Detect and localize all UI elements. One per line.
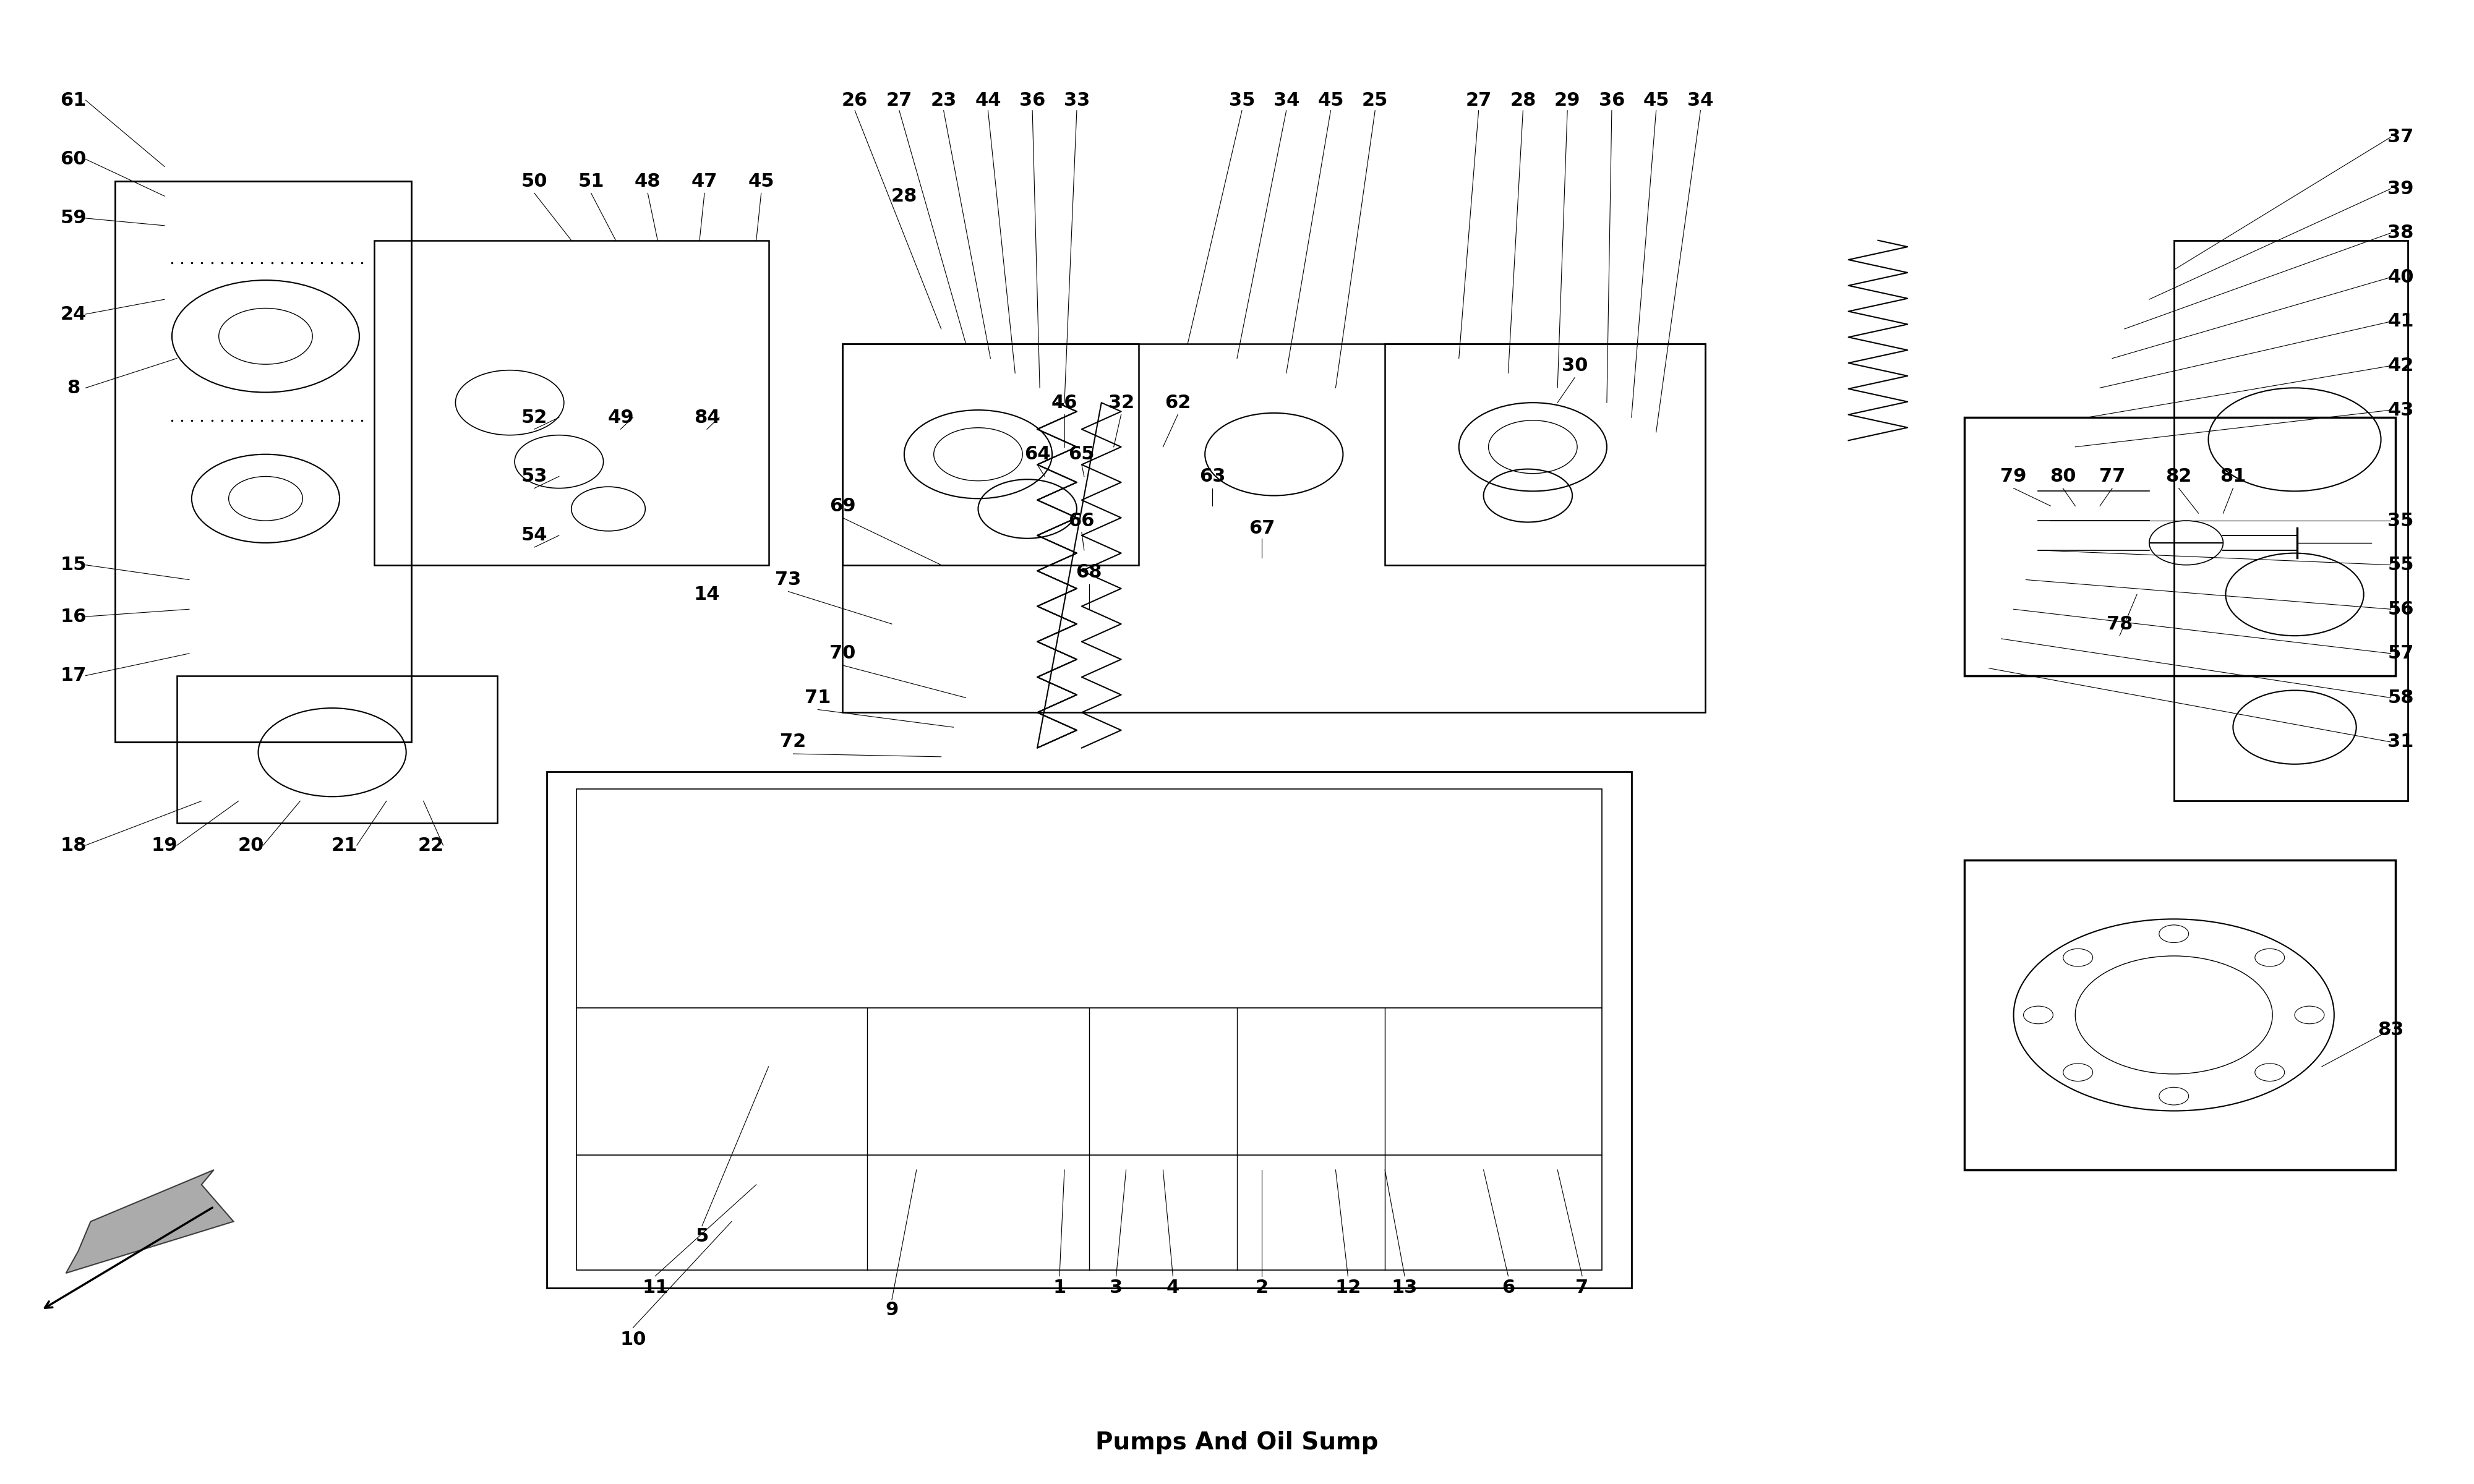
Text: 80: 80 [2051,467,2076,485]
Text: 25: 25 [1363,91,1388,110]
Text: 71: 71 [804,689,831,706]
Text: 70: 70 [829,644,856,662]
Text: 11: 11 [643,1279,668,1297]
Text: 34: 34 [1274,91,1299,110]
Text: 59: 59 [59,209,87,227]
Text: 13: 13 [1390,1279,1418,1297]
Text: 28: 28 [1509,91,1536,110]
Text: 73: 73 [774,571,802,589]
Text: 6: 6 [1502,1279,1514,1297]
Text: 66: 66 [1069,512,1096,530]
Text: 9: 9 [886,1301,898,1319]
Text: 39: 39 [2387,180,2415,197]
Text: 61: 61 [59,91,87,110]
Text: 55: 55 [2387,556,2415,574]
Text: 21: 21 [332,837,359,855]
Text: 2: 2 [1254,1279,1269,1297]
Text: 14: 14 [693,586,720,604]
Text: 16: 16 [59,607,87,626]
Text: 29: 29 [1554,91,1581,110]
Text: 15: 15 [59,556,87,574]
Text: 36: 36 [1019,91,1047,110]
Text: 36: 36 [1598,91,1625,110]
Text: 32: 32 [1108,393,1133,411]
Text: 30: 30 [1561,356,1588,375]
Text: 54: 54 [522,527,547,545]
Text: 38: 38 [2387,224,2415,242]
Text: 79: 79 [2001,467,2026,485]
Text: 4: 4 [1165,1279,1180,1297]
Text: 24: 24 [59,306,87,324]
Text: 69: 69 [829,497,856,515]
Text: 20: 20 [238,837,265,855]
Text: 51: 51 [579,172,604,190]
Text: 84: 84 [693,408,720,426]
Text: 64: 64 [1024,445,1051,463]
Text: 52: 52 [522,408,547,426]
Text: 40: 40 [2387,269,2415,286]
Text: 37: 37 [2387,128,2415,145]
Text: 56: 56 [2387,600,2415,619]
Text: 28: 28 [891,187,918,205]
Text: 27: 27 [886,91,913,110]
Text: 68: 68 [1076,564,1103,582]
Polygon shape [67,1169,233,1273]
Text: 77: 77 [2098,467,2125,485]
Text: 31: 31 [2387,733,2415,751]
Text: 67: 67 [1249,519,1274,537]
Text: 81: 81 [2219,467,2246,485]
Text: 17: 17 [59,666,87,684]
Text: 33: 33 [1064,91,1091,110]
Text: 12: 12 [1336,1279,1361,1297]
Text: 7: 7 [1576,1279,1588,1297]
Text: 46: 46 [1051,393,1079,411]
Text: 10: 10 [621,1331,646,1349]
Text: 44: 44 [975,91,1002,110]
Text: 62: 62 [1165,393,1190,411]
Text: 26: 26 [841,91,868,110]
Text: 65: 65 [1069,445,1096,463]
Text: 23: 23 [930,91,957,110]
Text: 53: 53 [522,467,547,485]
Text: 35: 35 [1230,91,1254,110]
Text: 27: 27 [1465,91,1492,110]
Text: 45: 45 [1319,91,1343,110]
Text: 34: 34 [1687,91,1714,110]
Text: 18: 18 [59,837,87,855]
Text: 57: 57 [2387,644,2415,662]
Text: 50: 50 [522,172,547,190]
Text: 22: 22 [418,837,443,855]
Text: 45: 45 [1643,91,1670,110]
Text: 3: 3 [1111,1279,1123,1297]
Text: 19: 19 [151,837,178,855]
Text: 43: 43 [2387,401,2415,418]
Text: Pumps And Oil Sump: Pumps And Oil Sump [1096,1431,1378,1454]
Text: 42: 42 [2387,356,2415,375]
Text: 60: 60 [59,150,87,168]
Text: 47: 47 [690,172,717,190]
Text: 5: 5 [695,1227,708,1245]
Text: 78: 78 [2105,614,2133,634]
Text: 82: 82 [2165,467,2192,485]
Text: 1: 1 [1054,1279,1066,1297]
Text: 49: 49 [609,408,633,426]
Text: 83: 83 [2378,1021,2405,1039]
Text: 63: 63 [1200,467,1225,485]
Text: 8: 8 [67,378,79,396]
Text: 35: 35 [2387,512,2415,530]
Text: 72: 72 [779,733,807,751]
Text: 48: 48 [636,172,661,190]
Text: 41: 41 [2387,313,2415,331]
Text: 58: 58 [2387,689,2415,706]
Text: 45: 45 [747,172,774,190]
